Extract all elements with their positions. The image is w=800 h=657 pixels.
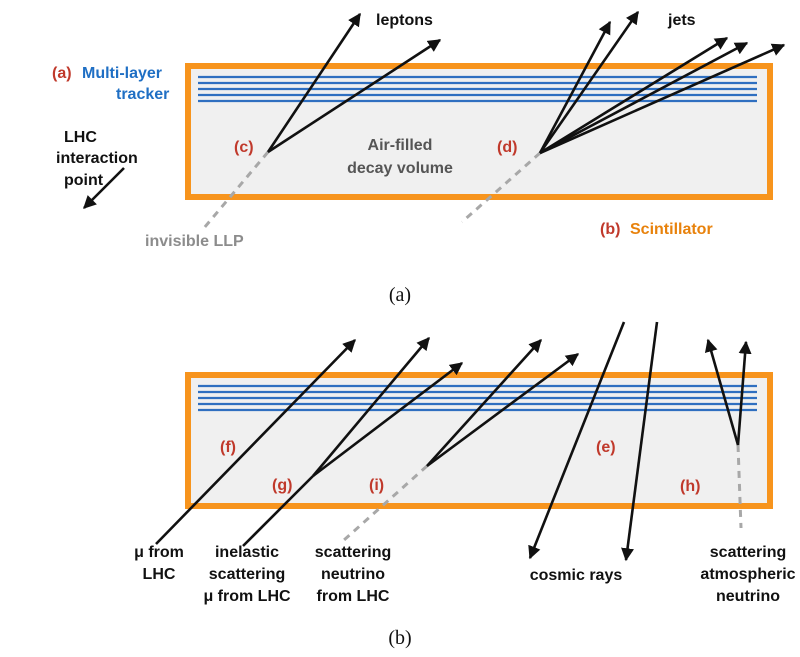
invisible-llp-track-d bbox=[461, 151, 541, 224]
jets-label: jets bbox=[667, 12, 696, 29]
detector-box-b bbox=[185, 372, 773, 509]
tag-d: (d) bbox=[497, 139, 517, 156]
jet-track-2 bbox=[538, 10, 640, 154]
scintillator-tag: (b) bbox=[600, 221, 620, 238]
tag-e: (e) bbox=[596, 439, 616, 456]
muon-track-g-out1 bbox=[312, 337, 430, 477]
lepton-track-1 bbox=[266, 12, 362, 153]
muon-track-g-out2 bbox=[312, 361, 464, 478]
jet-track-5 bbox=[539, 43, 786, 155]
tracker-label-line2: tracker bbox=[116, 86, 169, 103]
tag-i: (i) bbox=[369, 477, 384, 494]
jet-track-4 bbox=[539, 41, 749, 155]
neutrino-track-atmospheric bbox=[736, 444, 743, 529]
muon-track-g-in bbox=[242, 475, 314, 547]
atmospheric-label-line3: neutrino bbox=[716, 588, 780, 605]
panel-a: leptons jets (a) Multi-layer tracker LHC… bbox=[52, 10, 786, 306]
jet-track-1 bbox=[538, 20, 612, 154]
tracker-label-line1: Multi-layer bbox=[82, 65, 162, 82]
inelastic-label-line1: inelastic bbox=[215, 544, 279, 561]
atmospheric-label-line2: atmospheric bbox=[700, 566, 795, 583]
lhc-label-line1: LHC bbox=[64, 129, 97, 146]
lhc-direction-arrow bbox=[83, 167, 125, 209]
tag-g: (g) bbox=[272, 477, 292, 494]
jet-track-3 bbox=[539, 36, 729, 155]
neutrino-track-lhc bbox=[343, 464, 428, 542]
atmospheric-label-line1: scattering bbox=[710, 544, 786, 561]
volume-label-line2: decay volume bbox=[347, 160, 453, 177]
cosmic-ray-1 bbox=[528, 321, 626, 560]
cosmic-ray-2 bbox=[621, 321, 659, 562]
tag-h: (h) bbox=[680, 478, 700, 495]
cosmic-rays-label: cosmic rays bbox=[530, 567, 623, 584]
caption-a: (a) bbox=[389, 284, 411, 306]
panel-b: (f) (g) (i) (e) (h) μ from LHC inelastic… bbox=[134, 321, 796, 649]
scintillator-label: Scintillator bbox=[630, 221, 713, 238]
inelastic-label-line2: scattering bbox=[209, 566, 285, 583]
caption-b: (b) bbox=[388, 627, 411, 649]
invisible-llp-label: invisible LLP bbox=[145, 233, 244, 250]
tag-c: (c) bbox=[234, 139, 254, 156]
scatnu-label-line3: from LHC bbox=[317, 588, 390, 605]
lhc-label-line2: interaction bbox=[56, 150, 138, 167]
muon-track-f bbox=[155, 339, 356, 545]
neutrino-product-i-1 bbox=[426, 339, 542, 467]
volume-label-line1: Air-filled bbox=[368, 137, 433, 154]
scatnu-label-line2: neutrino bbox=[321, 566, 385, 583]
neutrino-product-i-2 bbox=[426, 352, 580, 468]
tracker-tag: (a) bbox=[52, 65, 72, 82]
atmospheric-product-1 bbox=[704, 338, 740, 446]
mu-label-line2: LHC bbox=[143, 566, 176, 583]
inelastic-label-line3: μ from LHC bbox=[203, 588, 291, 605]
detector-box-a bbox=[185, 63, 773, 200]
atmospheric-product-2 bbox=[736, 340, 752, 446]
mu-label-line1: μ from bbox=[134, 544, 184, 561]
scatnu-label-line1: scattering bbox=[315, 544, 391, 561]
tag-f: (f) bbox=[220, 439, 236, 456]
invisible-llp-track-c bbox=[202, 151, 270, 229]
leptons-label: leptons bbox=[376, 12, 433, 29]
lhc-label-line3: point bbox=[64, 172, 104, 189]
lepton-track-2 bbox=[267, 38, 442, 154]
